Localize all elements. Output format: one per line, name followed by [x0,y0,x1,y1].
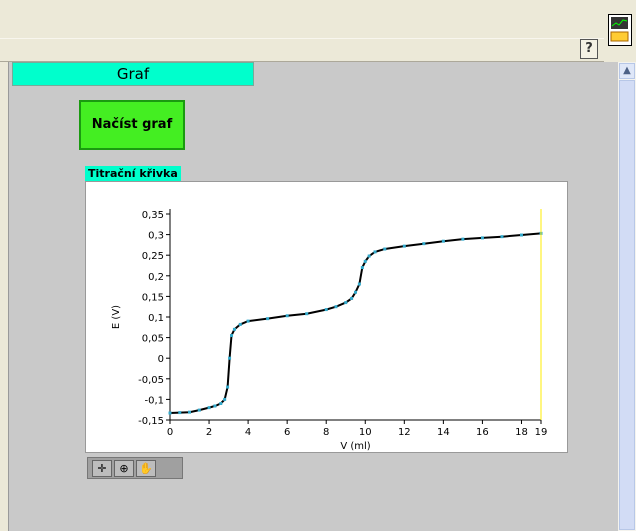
x-tick-label: 19 [535,427,548,438]
data-point [357,282,361,286]
data-point [168,411,172,415]
data-point [285,314,289,318]
data-point [334,305,338,309]
data-point [213,404,217,408]
scroll-up-icon[interactable]: ▲ [619,63,635,79]
y-tick-label: 0,05 [142,334,164,345]
data-point [441,239,445,243]
x-axis-label: V (ml) [340,441,370,452]
help-button[interactable]: ? [580,39,598,59]
toolbar-secondary [0,38,604,62]
data-point [402,244,406,248]
data-point [266,317,270,321]
data-point [480,236,484,240]
y-tick-label: -0,05 [138,375,164,386]
data-point [519,233,523,237]
data-point [305,312,309,316]
x-tick-label: 12 [398,427,411,438]
data-point [500,235,504,239]
y-tick-label: 0,2 [148,272,164,283]
data-point [178,411,182,415]
x-tick-label: 6 [284,427,290,438]
x-tick-label: 18 [515,427,528,438]
data-point [188,410,192,414]
scroll-thumb[interactable] [619,80,635,530]
load-graph-button[interactable]: Načíst graf [79,100,185,150]
data-point [461,237,465,241]
y-tick-label: 0,1 [148,313,164,324]
toolbar [0,0,604,38]
data-point [207,406,211,410]
data-point [383,247,387,251]
y-axis-label: E (V) [111,305,122,329]
x-tick-label: 10 [359,427,372,438]
data-point [354,290,357,294]
data-point [373,250,377,254]
data-point [228,356,232,360]
data-point [422,242,426,246]
data-point [226,385,230,389]
y-tick-label: 0,25 [142,251,164,262]
zoom-icon[interactable]: ⊕ [114,460,134,477]
x-tick-label: 2 [206,427,212,438]
vi-graph-icon [610,17,629,42]
cursor-cross-icon[interactable]: ✛ [92,460,112,477]
vi-icon-box [608,14,632,46]
data-point [324,308,328,312]
y-tick-label: -0,15 [138,416,164,427]
y-tick-label: 0 [158,354,164,365]
data-point [363,259,367,263]
x-tick-label: 0 [167,427,173,438]
data-point [197,408,201,412]
data-point [344,301,348,305]
left-border [0,62,8,531]
data-point [230,334,234,338]
section-label: Graf [12,62,254,86]
titration-chart: 0,35 0,3 0,25 0,2 0,15 0,1 0,05 0 -0,05 -0,1 -0,15… [111,209,548,452]
x-tick-label: 16 [476,427,489,438]
data-point [219,402,223,406]
vi-icon[interactable] [606,12,636,50]
y-tick-label: 0,3 [148,231,164,242]
data-point [238,322,242,326]
data-point [360,266,364,270]
data-point [232,327,236,331]
x-tick-label: 4 [245,427,251,438]
vertical-scrollbar[interactable]: ▲ [618,62,636,531]
data-point [246,319,250,323]
data-point [367,254,371,258]
y-tick-label: 0,35 [142,210,164,221]
graph-palette: ✛ ⊕ ✋ [87,457,183,479]
data-point [350,296,354,300]
x-tick-label: 8 [323,427,329,438]
y-tick-label: 0,15 [142,292,164,303]
x-tick-label: 14 [437,427,450,438]
data-point [223,397,227,401]
hand-pan-icon[interactable]: ✋ [136,460,156,477]
plot-area [170,214,541,420]
y-tick-label: -0,1 [144,395,164,406]
chart-caption: Titrační křivka [85,166,181,181]
